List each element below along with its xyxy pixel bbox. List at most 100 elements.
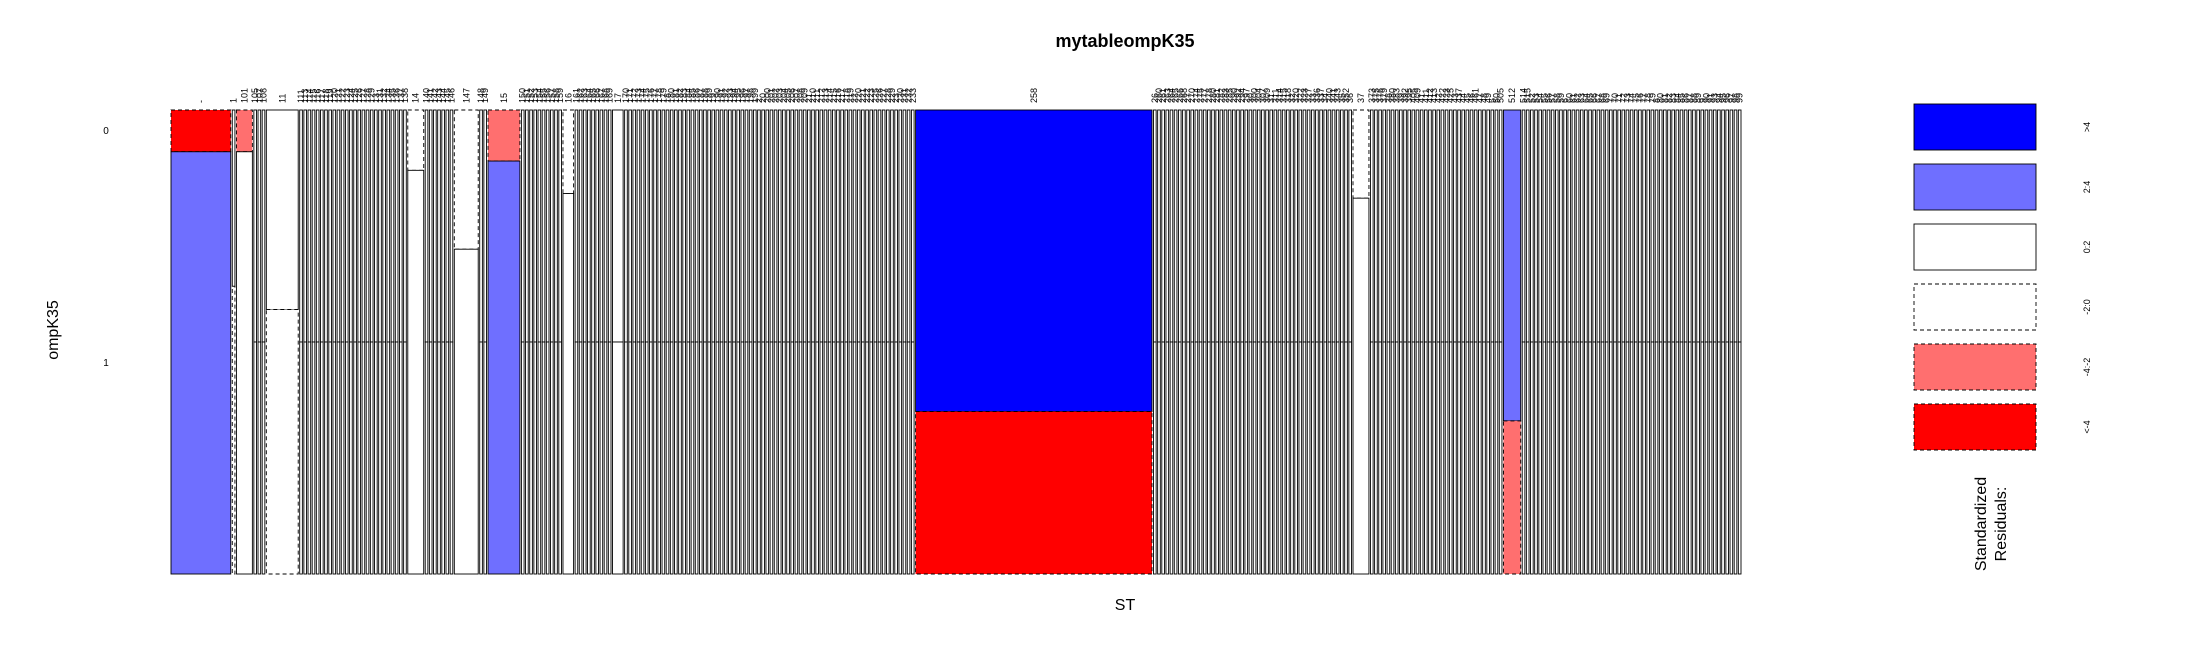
tile-223-0 — [869, 109, 873, 343]
tile-514-0 — [1521, 109, 1526, 343]
tile-206-0 — [790, 109, 794, 343]
column-label-99: 99 — [1735, 93, 1745, 103]
tile-380-1 — [1390, 341, 1395, 575]
tile-8-0 — [1654, 109, 1659, 343]
tile-184-1 — [686, 341, 691, 575]
column-label-228: 228 — [883, 88, 893, 103]
tile-180-1 — [669, 341, 674, 575]
column-label-197: 197 — [741, 88, 751, 103]
tile-204-1 — [782, 341, 786, 575]
column-label-23: 23 — [891, 93, 901, 103]
column-label-178: 178 — [654, 88, 664, 103]
tile-141-1 — [428, 341, 433, 575]
column-label-199: 199 — [750, 88, 760, 103]
tile-84-1 — [1675, 341, 1680, 575]
tile-163-0 — [582, 109, 587, 343]
column-label-83: 83 — [1668, 93, 1678, 103]
tile-43-1 — [1453, 341, 1457, 575]
tile-395-0 — [1407, 109, 1411, 343]
tile-80-0 — [1658, 109, 1663, 343]
tile-202-1 — [773, 341, 778, 575]
tile-307-1 — [1261, 341, 1265, 575]
tile-95-1 — [1721, 341, 1725, 575]
tile-78-1 — [1646, 341, 1651, 575]
tile-226-0 — [877, 109, 882, 343]
tile-76-1 — [1638, 341, 1642, 575]
column-label-227: 227 — [879, 88, 889, 103]
tile-379-0 — [1382, 109, 1387, 343]
tile-70-0 — [1613, 109, 1617, 343]
tile-16-0 — [562, 109, 575, 194]
tile-222-1 — [865, 341, 869, 575]
column-label-63: 63 — [1577, 93, 1587, 103]
tile-101-0 — [235, 109, 253, 153]
tile-380-0 — [1390, 109, 1395, 343]
tile-189-0 — [707, 109, 711, 343]
tile-182-0 — [678, 109, 682, 343]
tile-181-0 — [674, 109, 678, 343]
tile-178-0 — [657, 109, 661, 343]
column-label-512: 512 — [1507, 88, 1517, 103]
tile-138-1 — [403, 341, 407, 575]
tile-46-0 — [1469, 109, 1474, 343]
column-label-425: 425 — [1446, 88, 1456, 103]
tile-66-0 — [1592, 109, 1596, 343]
tile-179-1 — [661, 341, 666, 575]
column-label-78: 78 — [1643, 93, 1653, 103]
tile-167-1 — [599, 341, 604, 575]
tile-309-1 — [1265, 341, 1269, 575]
column-label-5: 5 — [1487, 98, 1497, 103]
tile-132-0 — [382, 109, 386, 343]
tile-392-1 — [1403, 341, 1407, 575]
tile-123-1 — [344, 341, 349, 575]
tile-264-0 — [1169, 109, 1174, 343]
column-label-311: 311 — [1270, 89, 1280, 103]
column-label-52: 52 — [1527, 93, 1537, 103]
column-label-128: 128 — [363, 88, 373, 103]
tile-409-0 — [1415, 109, 1420, 343]
tile-60-0 — [1567, 109, 1572, 343]
tile-65-1 — [1588, 341, 1592, 575]
column-label-14: 14 — [411, 93, 421, 103]
column-label-270: 270 — [1187, 88, 1197, 103]
tile-98-0 — [1733, 109, 1738, 343]
tile-20-0 — [761, 109, 765, 343]
tile-171-1 — [628, 341, 632, 575]
column-label-17: 17 — [613, 93, 623, 103]
column-label-309: 309 — [1262, 88, 1272, 103]
tile-2-1 — [757, 341, 761, 575]
tile-150-1 — [520, 341, 525, 575]
column-label-219: 219 — [845, 88, 855, 103]
tile-191-0 — [719, 109, 724, 343]
tile-379-1 — [1382, 341, 1387, 575]
tile-198-0 — [748, 109, 753, 343]
tile-72-1 — [1621, 341, 1626, 575]
column-label-131: 131 — [375, 88, 385, 103]
tile-71-1 — [1617, 341, 1621, 575]
tile-215-0 — [832, 109, 836, 343]
column-label-150: 150 — [518, 88, 528, 103]
tile-192-0 — [723, 109, 728, 343]
column-label-206: 206 — [787, 88, 797, 103]
column-label-54: 54 — [1535, 93, 1545, 103]
tile-405-1 — [1411, 341, 1416, 575]
column-label-111: 111 — [296, 89, 306, 103]
tile-327-0 — [1306, 109, 1311, 343]
tile-36-1 — [1348, 341, 1352, 575]
column-label-322: 322 — [1295, 88, 1305, 103]
tile-149-1 — [483, 341, 487, 575]
column-label-210: 210 — [808, 88, 818, 103]
column-label-120: 120 — [329, 88, 339, 103]
tile-376-1 — [1378, 341, 1382, 575]
tile-375-0 — [1374, 109, 1378, 343]
tile-207-0 — [794, 109, 799, 343]
tile-162-1 — [578, 341, 583, 575]
column-label-314: 314 — [1275, 88, 1285, 103]
column-label-36: 36 — [1345, 93, 1355, 103]
tile-147-0 — [453, 109, 479, 250]
column-label-39: 39 — [1396, 93, 1406, 103]
tile-96-0 — [1725, 109, 1729, 343]
tile-188-1 — [703, 341, 707, 575]
column-label-73: 73 — [1622, 93, 1632, 103]
column-label-119: 119 — [325, 89, 335, 103]
